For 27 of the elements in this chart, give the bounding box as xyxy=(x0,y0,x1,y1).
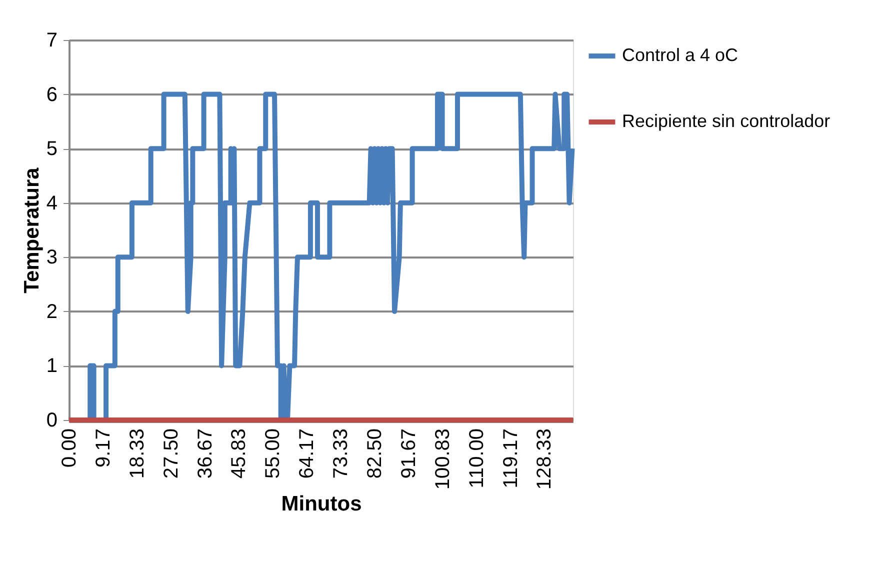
x-tick-label: 110.00 xyxy=(466,428,488,488)
x-tick-label: 91.67 xyxy=(398,428,420,479)
y-tick-label: 1 xyxy=(46,355,58,378)
y-tick-label: 7 xyxy=(46,30,58,52)
x-tick-label: 9.17 xyxy=(92,428,114,468)
x-tick-label: 18.33 xyxy=(126,428,148,479)
y-tick-label: 5 xyxy=(46,138,58,160)
x-tick-label: 36.67 xyxy=(194,428,216,479)
x-tick-label: 45.83 xyxy=(228,428,250,479)
x-tick-label: 100.83 xyxy=(432,428,454,490)
y-tick-label: 2 xyxy=(46,300,58,323)
x-tick-label: 73.33 xyxy=(330,428,352,479)
legend-label: Recipiente sin controlador xyxy=(622,111,830,131)
x-tick-label: 82.50 xyxy=(364,428,386,479)
x-tick-label: 64.17 xyxy=(296,428,318,479)
y-tick-label: 0 xyxy=(46,410,58,432)
x-tick-label: 0.00 xyxy=(58,428,80,468)
x-axis-title: Minutos xyxy=(281,492,362,516)
y-axis-title: Temperatura xyxy=(20,167,44,294)
x-tick-label: 27.50 xyxy=(160,428,182,479)
x-tick-label: 128.33 xyxy=(534,428,556,490)
y-tick-label: 3 xyxy=(46,246,58,269)
y-tick-label: 4 xyxy=(46,192,58,214)
x-tick-label: 119.17 xyxy=(500,428,522,488)
y-tick-label: 6 xyxy=(46,84,58,106)
legend-label: Control a 4 oC xyxy=(622,45,738,65)
x-tick-label: 55.00 xyxy=(262,428,284,479)
